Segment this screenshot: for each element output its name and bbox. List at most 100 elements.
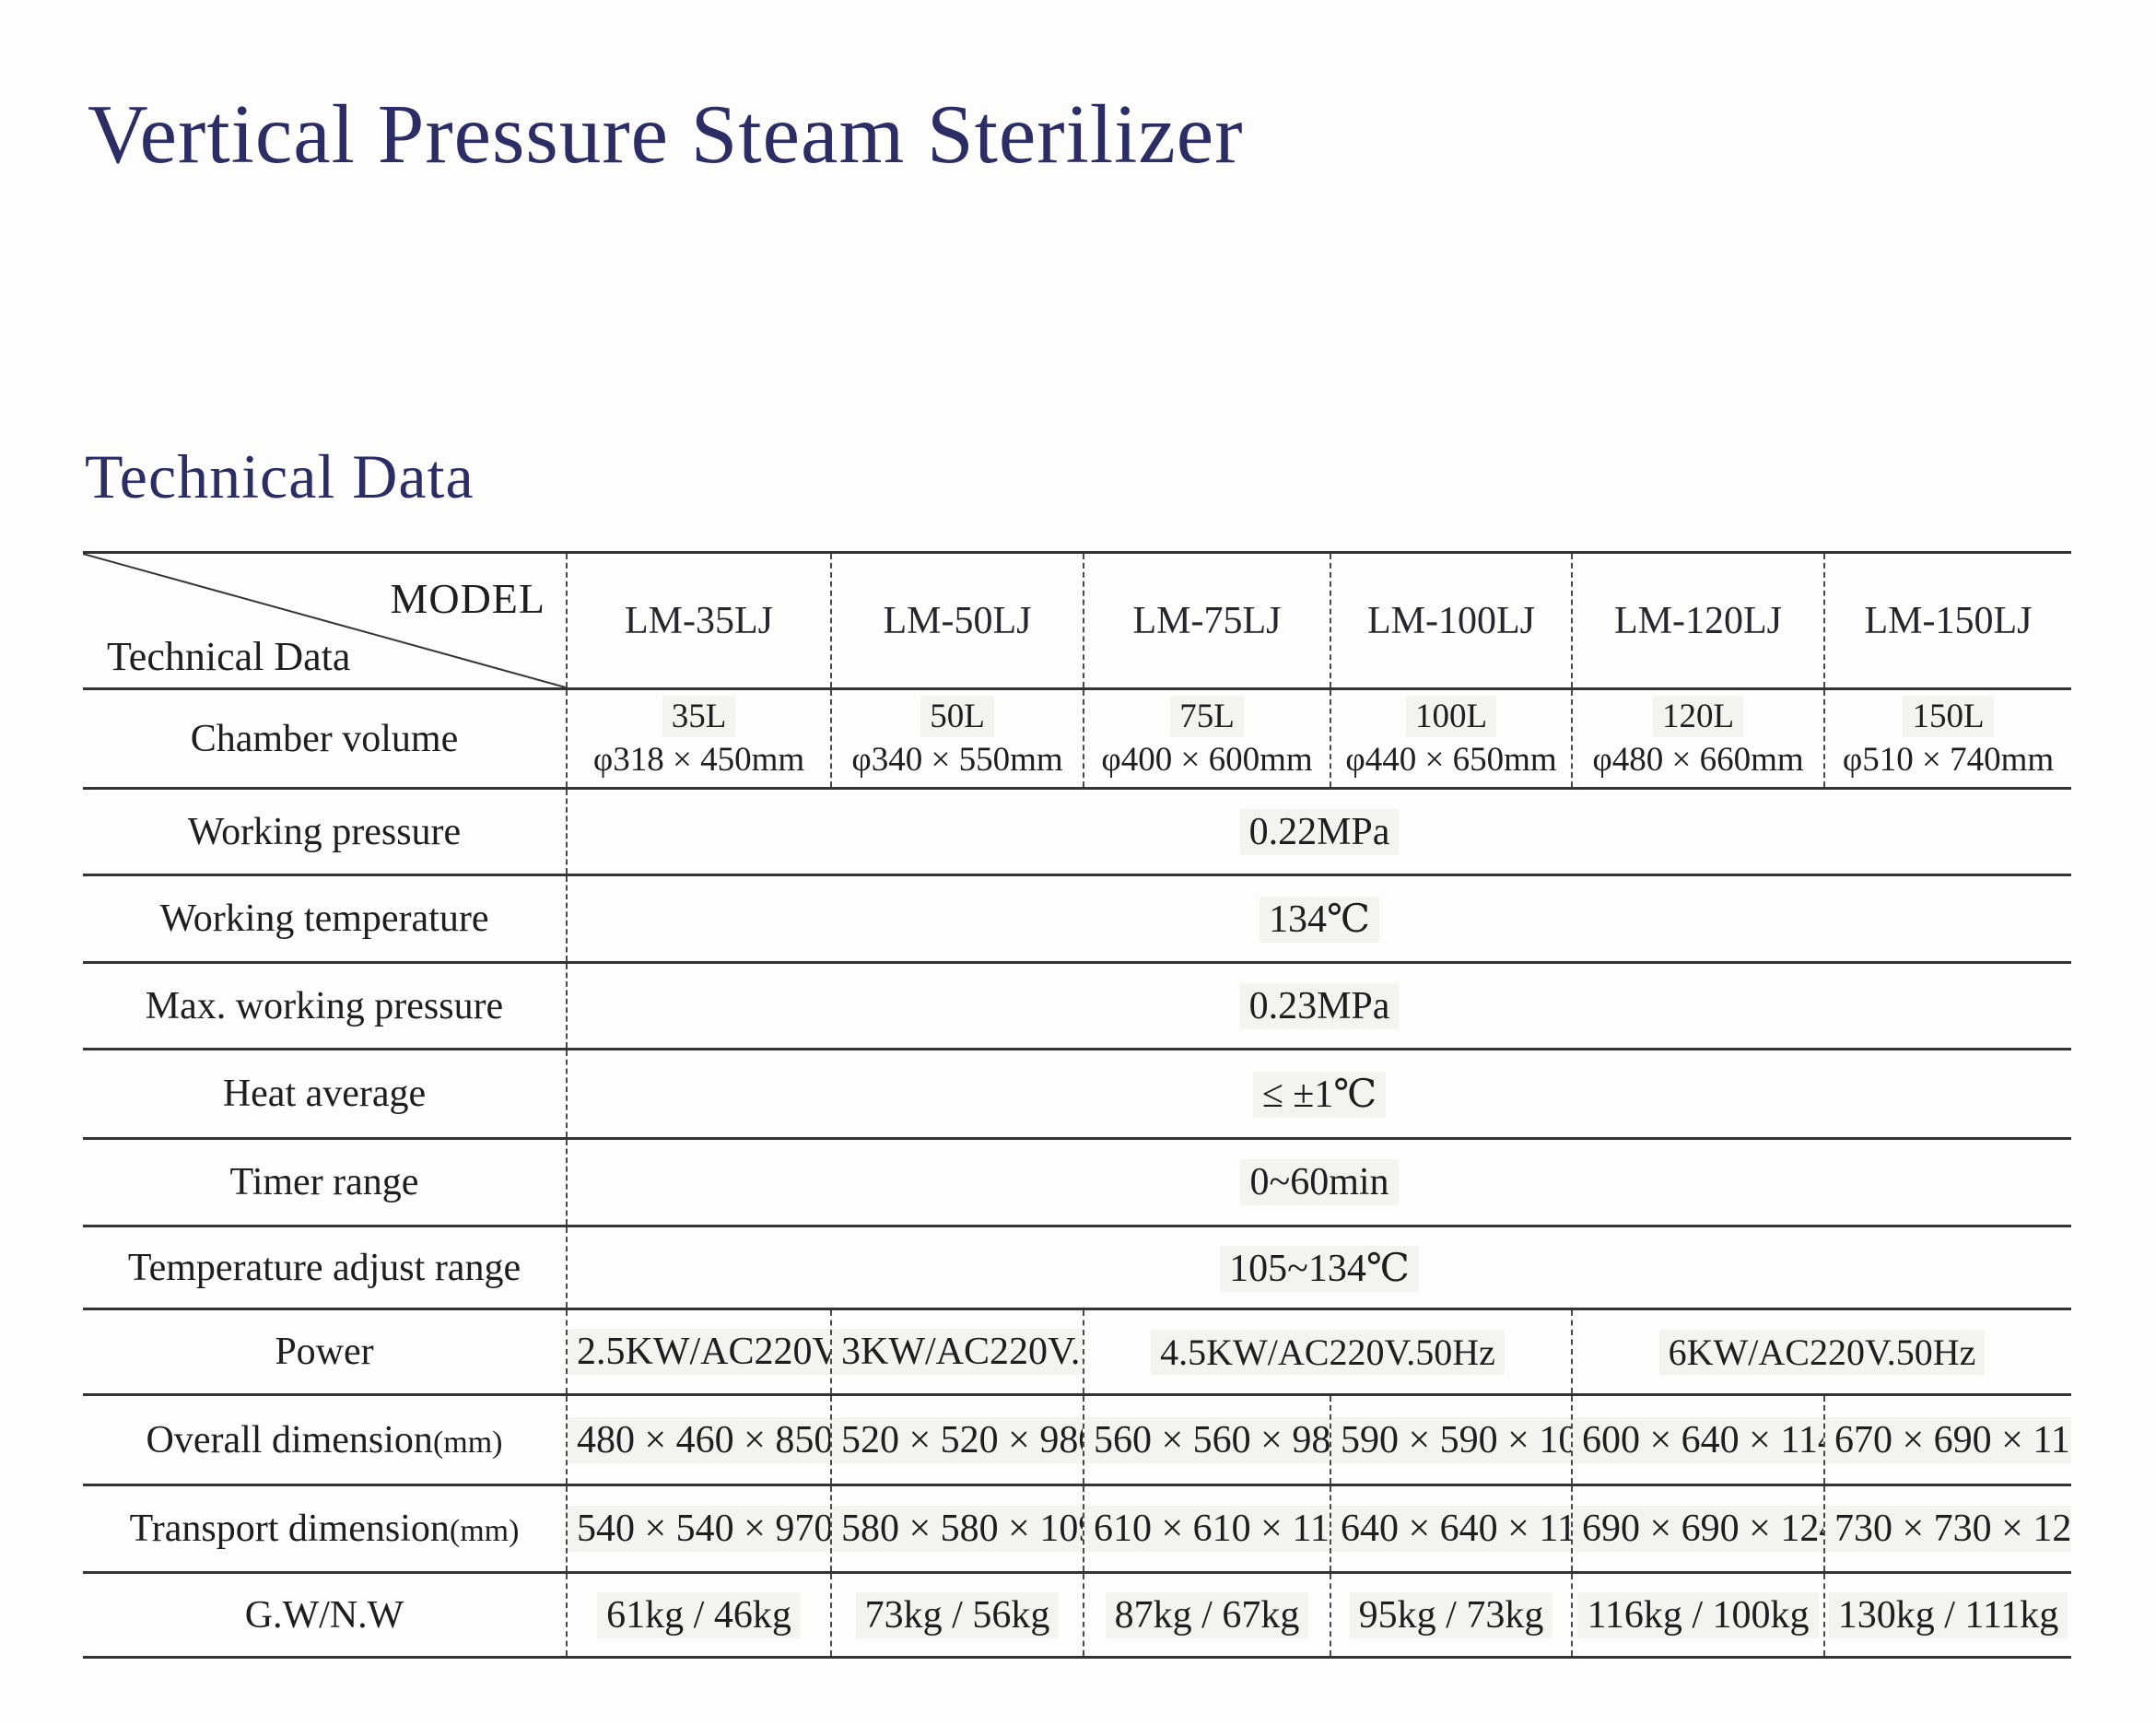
row-label-text: Overall dimension [146, 1418, 433, 1461]
row-label-temperature-adjust-range: Temperature adjust range [83, 1226, 568, 1310]
chamber-volume-value: 120L φ480 × 660mm [1572, 688, 1825, 790]
overall-dimension-value: 520 × 520 × 980 [831, 1394, 1084, 1486]
dimension-text: 540 × 540 × 970 [568, 1506, 829, 1552]
dimension-text: 670 × 690 × 1130 [1825, 1416, 2071, 1463]
transport-dimension-value: 640 × 640 × 1170 [1330, 1484, 1573, 1574]
dimension-text: 610 × 610 × 1110 [1084, 1506, 1329, 1552]
chamber-liters: 75L [1170, 696, 1244, 738]
weight-text: 116kg / 100kg [1577, 1591, 1819, 1638]
transport-dimension-value: 610 × 610 × 1110 [1084, 1484, 1331, 1574]
shared-value-text: 0.23MPa [1239, 982, 1400, 1029]
dimension-text: 690 × 690 × 1240 [1573, 1506, 1822, 1552]
gw-nw-value: 87kg / 67kg [1084, 1572, 1331, 1659]
row-label-text: Transport dimension [129, 1508, 450, 1550]
working-temperature-value: 134℃ [567, 874, 2071, 964]
chamber-liters: 150L [1903, 696, 1994, 738]
chamber-size: φ340 × 550mm [851, 740, 1063, 779]
dimension-text: 600 × 640 × 1140 [1573, 1416, 1822, 1463]
row-label-unit: (mm) [449, 1514, 520, 1548]
power-value-text: 2.5KW/AC220V.50Hz [568, 1329, 829, 1375]
weight-text: 130kg / 111kg [1828, 1591, 2068, 1638]
overall-dimension-value: 600 × 640 × 1140 [1572, 1394, 1825, 1486]
dimension-text: 730 × 730 × 1230 [1825, 1506, 2071, 1552]
shared-value-text: 0.22MPa [1239, 808, 1400, 855]
dimension-text: 480 × 460 × 850 [568, 1416, 829, 1463]
gw-nw-value: 116kg / 100kg [1572, 1572, 1825, 1659]
section-heading: Technical Data [85, 441, 475, 511]
chamber-liters: 50L [920, 696, 994, 738]
dimension-text: 640 × 640 × 1170 [1331, 1506, 1570, 1552]
weight-text: 95kg / 73kg [1349, 1591, 1553, 1638]
power-value: 3KW/AC220V.50Hz [831, 1308, 1084, 1396]
shared-value-text: 134℃ [1260, 897, 1379, 943]
row-max-working-pressure: Max. working pressure 0.23MPa [83, 962, 2071, 1050]
row-label-unit: (mm) [432, 1425, 503, 1460]
row-label-chamber-volume: Chamber volume [83, 688, 568, 790]
chamber-liters: 100L [1405, 696, 1497, 738]
transport-dimension-value: 540 × 540 × 970 [567, 1484, 832, 1574]
transport-dimension-value: 580 × 580 × 1090 [831, 1484, 1084, 1574]
row-timer-range: Timer range 0~60min [83, 1138, 2071, 1227]
row-transport-dimension: Transport dimension(mm) 540 × 540 × 970 … [83, 1484, 2071, 1574]
table-header-row: MODEL Technical Data LM-35LJ LM-50LJ LM-… [83, 551, 2071, 690]
chamber-volume-value: 50L φ340 × 550mm [831, 688, 1084, 790]
chamber-volume-value: 150L φ510 × 740mm [1824, 688, 2071, 790]
model-header-lm-100lj: LM-100LJ [1330, 551, 1573, 690]
row-working-pressure: Working pressure 0.22MPa [83, 788, 2071, 876]
dimension-text: 580 × 580 × 1090 [832, 1506, 1082, 1552]
chamber-size: φ440 × 650mm [1345, 740, 1557, 779]
row-label-timer-range: Timer range [83, 1138, 568, 1227]
dimension-text: 560 × 560 × 980 [1084, 1416, 1329, 1463]
temperature-adjust-range-value: 105~134℃ [567, 1226, 2071, 1310]
row-label-max-working-pressure: Max. working pressure [83, 962, 568, 1050]
model-header-lm-35lj: LM-35LJ [567, 551, 832, 690]
row-label-overall-dimension: Overall dimension(mm) [83, 1394, 568, 1486]
chamber-liters: 35L [662, 696, 736, 738]
max-working-pressure-value: 0.23MPa [567, 962, 2071, 1050]
overall-dimension-value: 590 × 590 × 1080 [1330, 1394, 1573, 1486]
overall-dimension-value: 670 × 690 × 1130 [1824, 1394, 2071, 1486]
row-label-heat-average: Heat average [83, 1049, 568, 1140]
chamber-size: φ480 × 660mm [1592, 740, 1804, 779]
gw-nw-value: 61kg / 46kg [567, 1572, 832, 1659]
row-gw-nw: G.W/N.W 61kg / 46kg 73kg / 56kg 87kg / 6… [83, 1572, 2071, 1659]
working-pressure-value: 0.22MPa [567, 788, 2071, 876]
row-label-power: Power [83, 1308, 568, 1396]
corner-technical-data-label: Technical Data [107, 634, 351, 679]
power-value-text: 6KW/AC220V.50Hz [1658, 1329, 1986, 1375]
row-heat-average: Heat average ≤ ±1℃ [83, 1049, 2071, 1140]
row-overall-dimension: Overall dimension(mm) 480 × 460 × 850 52… [83, 1394, 2071, 1486]
technical-data-table: MODEL Technical Data LM-35LJ LM-50LJ LM-… [83, 551, 2071, 1659]
corner-model-label: MODEL [390, 575, 545, 622]
overall-dimension-value: 480 × 460 × 850 [567, 1394, 832, 1486]
overall-dimension-value: 560 × 560 × 980 [1084, 1394, 1331, 1486]
timer-range-value: 0~60min [567, 1138, 2071, 1227]
shared-value-text: 105~134℃ [1220, 1245, 1419, 1292]
row-label-working-pressure: Working pressure [83, 788, 568, 876]
power-value-merged: 4.5KW/AC220V.50Hz [1084, 1308, 1573, 1396]
dimension-text: 590 × 590 × 1080 [1331, 1416, 1570, 1463]
row-working-temperature: Working temperature 134℃ [83, 874, 2071, 964]
row-chamber-volume: Chamber volume 35L φ318 × 450mm 50L φ340… [83, 688, 2071, 790]
chamber-liters: 120L [1652, 696, 1744, 738]
gw-nw-value: 95kg / 73kg [1330, 1572, 1573, 1659]
row-power: Power 2.5KW/AC220V.50Hz 3KW/AC220V.50Hz … [83, 1308, 2071, 1396]
corner-header-cell: MODEL Technical Data [83, 551, 568, 690]
chamber-volume-value: 100L φ440 × 650mm [1330, 688, 1573, 790]
row-label-gw-nw: G.W/N.W [83, 1572, 568, 1659]
row-temperature-adjust-range: Temperature adjust range 105~134℃ [83, 1226, 2071, 1310]
power-value-text: 4.5KW/AC220V.50Hz [1151, 1329, 1505, 1375]
model-header-lm-120lj: LM-120LJ [1572, 551, 1825, 690]
page-title: Vertical Pressure Steam Sterilizer [88, 88, 1244, 181]
model-header-lm-150lj: LM-150LJ [1824, 551, 2071, 690]
row-label-working-temperature: Working temperature [83, 874, 568, 964]
chamber-volume-value: 75L φ400 × 600mm [1084, 688, 1331, 790]
transport-dimension-value: 690 × 690 × 1240 [1572, 1484, 1825, 1574]
gw-nw-value: 73kg / 56kg [831, 1572, 1084, 1659]
heat-average-value: ≤ ±1℃ [567, 1049, 2071, 1140]
model-header-lm-50lj: LM-50LJ [831, 551, 1084, 690]
diagonal-divider-line [83, 554, 566, 687]
dimension-text: 520 × 520 × 980 [832, 1416, 1082, 1463]
gw-nw-value: 130kg / 111kg [1824, 1572, 2071, 1659]
